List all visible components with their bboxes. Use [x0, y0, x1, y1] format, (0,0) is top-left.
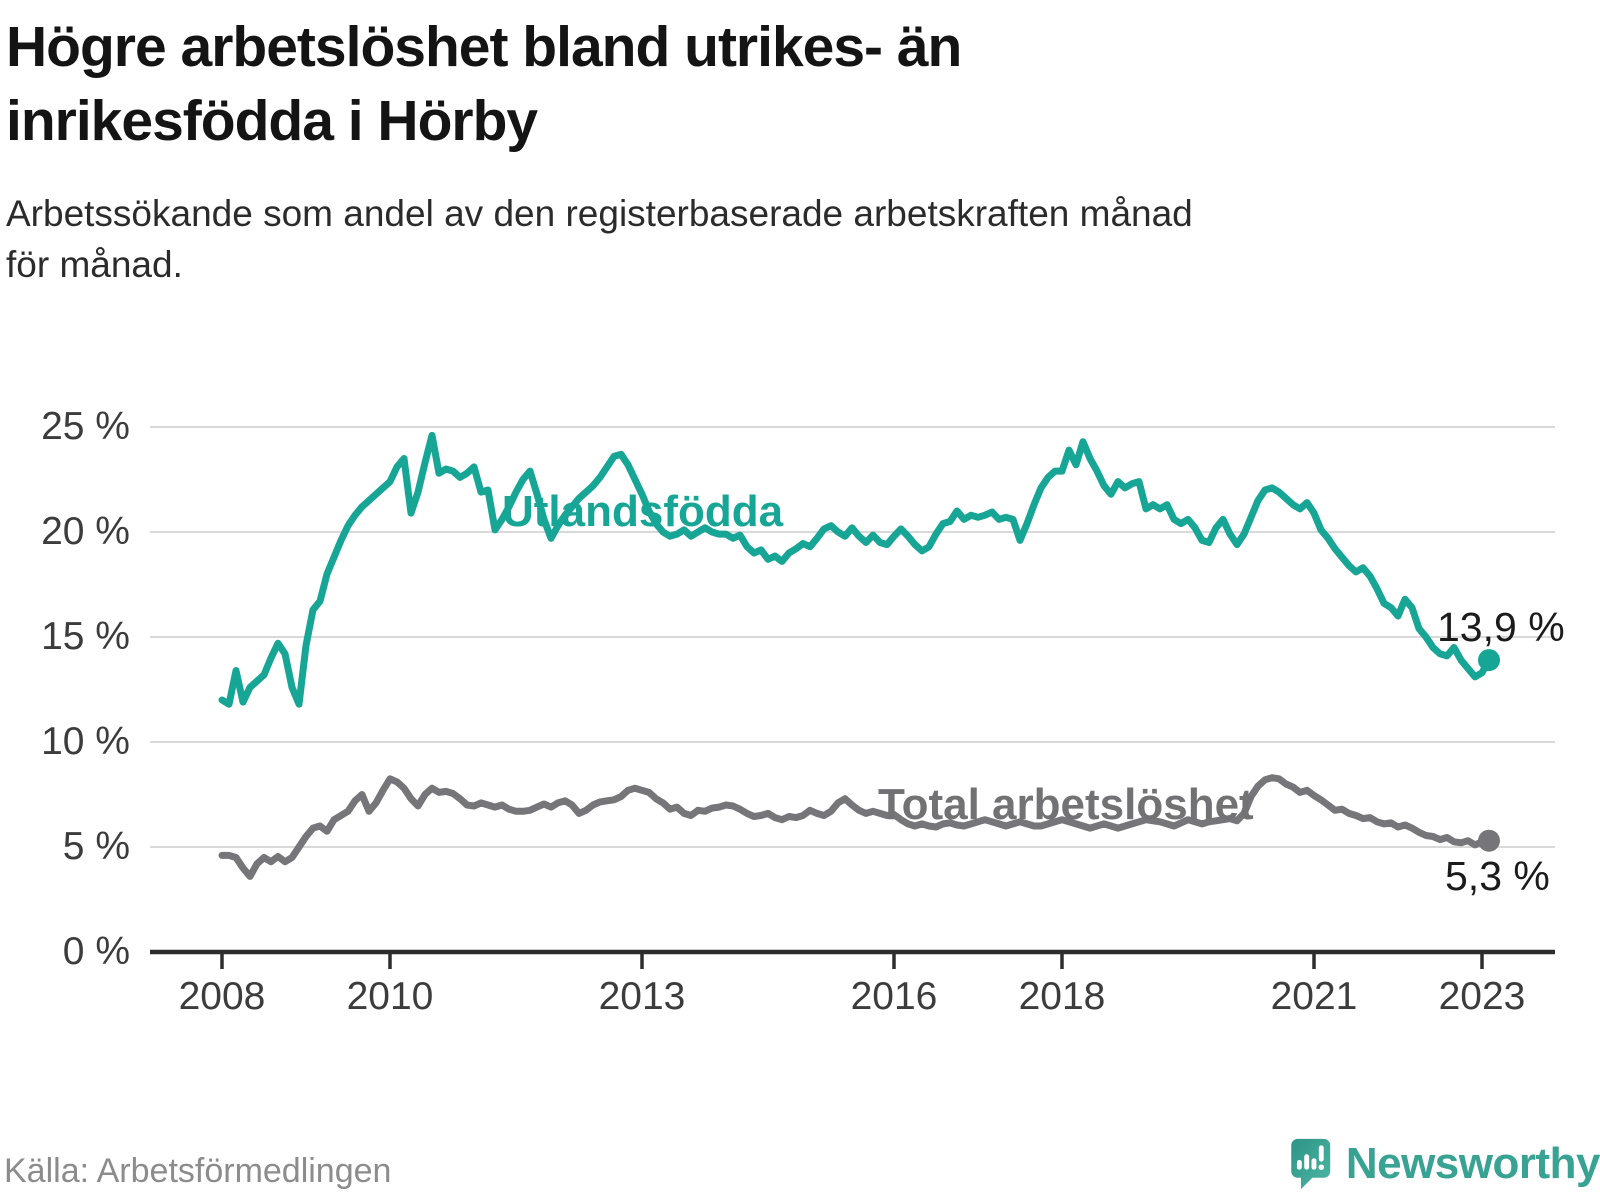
- end-value-label-total-unemployment: 5,3 %: [1445, 853, 1550, 899]
- y-tick-label: 5 %: [62, 825, 130, 868]
- y-tick-label: 20 %: [41, 510, 130, 553]
- x-tick-label: 2018: [1018, 975, 1106, 1018]
- series-label-total-unemployment: Total arbetslöshet: [878, 780, 1254, 829]
- series-label-foreign-born: Utlandsfödda: [502, 487, 784, 536]
- y-tick-label: 25 %: [41, 405, 130, 448]
- chart-subtitle: Arbetssökande som andel av den registerb…: [6, 188, 1566, 290]
- end-value-label-foreign-born: 13,9 %: [1437, 604, 1565, 650]
- y-tick-label: 10 %: [41, 720, 130, 763]
- y-tick-label: 15 %: [41, 615, 130, 658]
- subtitle-line-2: för månad.: [6, 244, 183, 285]
- x-axis-tick-marks: [220, 954, 1484, 969]
- x-tick-label: 2010: [346, 975, 434, 1018]
- newsworthy-branding: Newsworthy: [1288, 1128, 1600, 1200]
- gridlines: [150, 426, 1555, 848]
- title-line-2: inrikesfödda i Hörby: [6, 89, 538, 153]
- data-series-lines: [218, 431, 1493, 880]
- series-end-dots: [1478, 649, 1500, 852]
- title-line-1: Högre arbetslöshet bland utrikes- än: [6, 15, 962, 79]
- bar-chart-speech-bubble-icon: [1291, 1138, 1331, 1190]
- x-tick-label: 2016: [850, 975, 938, 1018]
- page-title: Högre arbetslöshet bland utrikes- än inr…: [6, 10, 1566, 158]
- foreign-born-line-end-dot: [1478, 649, 1500, 672]
- x-tick-label: 2008: [178, 975, 266, 1018]
- x-tick-label: 2021: [1270, 975, 1358, 1018]
- foreign-born-line: [218, 431, 1493, 708]
- total-unemployment-line: [218, 774, 1493, 880]
- newsworthy-logo-text: Newsworthy: [1345, 1139, 1600, 1188]
- subtitle-line-1: Arbetssökande som andel av den registerb…: [6, 193, 1193, 234]
- x-tick-label: 2023: [1438, 975, 1526, 1018]
- source-attribution: Källa: Arbetsförmedlingen: [4, 1152, 392, 1190]
- total-unemployment-line-end-dot: [1478, 829, 1500, 852]
- y-tick-label: 0 %: [62, 930, 130, 973]
- x-tick-label: 2013: [598, 975, 686, 1018]
